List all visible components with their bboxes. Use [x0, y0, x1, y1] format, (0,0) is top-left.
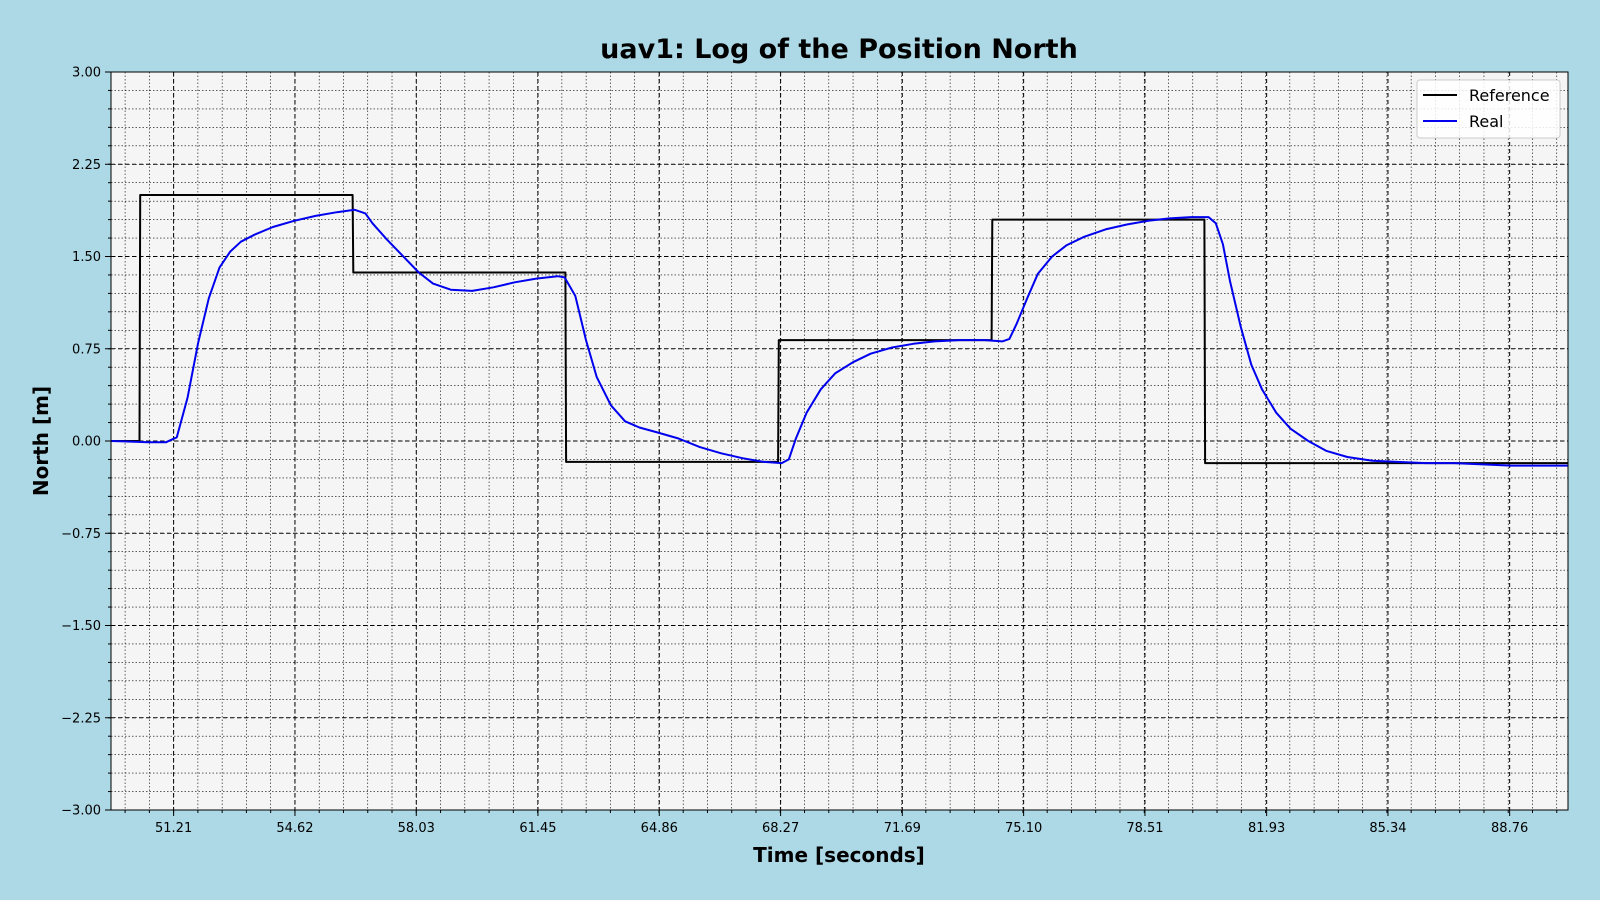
x-tick-label: 88.76	[1491, 821, 1528, 836]
x-axis-label: Time [seconds]	[753, 843, 925, 867]
series-layer	[110, 194, 1568, 467]
legend-label-reference: Reference	[1469, 86, 1550, 105]
x-tick-label: 78.51	[1126, 821, 1163, 836]
x-tick-label: 81.93	[1248, 821, 1285, 836]
plot-frame	[110, 71, 1569, 811]
x-tick-label: 75.10	[1005, 821, 1042, 836]
x-tick-label: 61.45	[519, 821, 556, 836]
y-tick-label: −3.00	[61, 804, 101, 819]
x-tick-label: 51.21	[155, 821, 192, 836]
y-tick-label: −2.25	[61, 711, 101, 726]
y-tick-label: −0.75	[61, 527, 101, 542]
x-tick-label: 58.03	[398, 821, 435, 836]
y-tick-label: 3.00	[72, 66, 101, 81]
x-tick-label: 54.62	[276, 821, 313, 836]
y-tick-label: 0.00	[72, 435, 101, 450]
x-tick-label: 64.86	[641, 821, 678, 836]
y-tick-label: 0.75	[72, 342, 101, 357]
series-line-real	[110, 208, 1568, 467]
legend-label-real: Real	[1469, 112, 1504, 131]
y-tick-label: 2.25	[72, 158, 101, 173]
y-tick-label: 1.50	[72, 250, 101, 265]
chart-title: uav1: Log of the Position North	[600, 34, 1078, 65]
series-line-reference	[111, 194, 1568, 465]
axis-ticks: 51.21 54.62 58.03 61.45 64.86 68.27 71.69 75.10…	[61, 66, 1558, 836]
y-axis-label: North [m]	[29, 386, 53, 496]
x-tick-label: 71.69	[884, 821, 921, 836]
legend: Reference Real	[1416, 79, 1561, 139]
x-tick-label: 68.27	[762, 821, 799, 836]
y-tick-label: −1.50	[61, 619, 101, 634]
x-tick-label: 85.34	[1369, 821, 1406, 836]
